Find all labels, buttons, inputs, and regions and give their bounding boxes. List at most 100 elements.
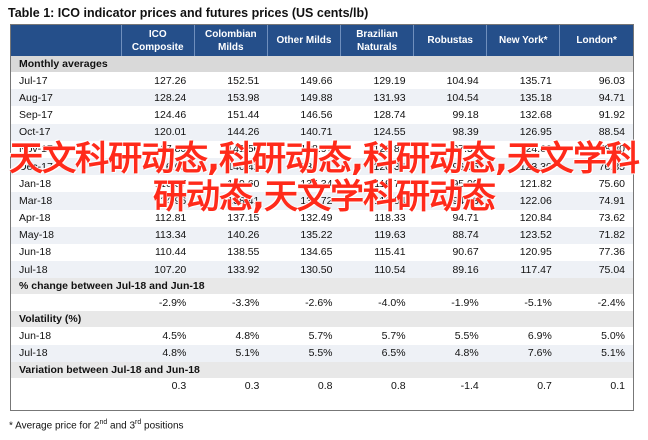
table-cell: 133.92: [194, 261, 268, 279]
column-header: London*: [559, 25, 633, 56]
table-row: Jun-18 110.44 138.55 134.65 115.41 90.67 120.9…: [11, 244, 633, 261]
column-header: Robustas: [413, 25, 487, 56]
table-cell: 5.1%: [194, 344, 268, 362]
column-header: Brazilian Naturals: [339, 25, 414, 56]
column-header: New York*: [486, 25, 560, 56]
table-cell: 104.54: [413, 89, 487, 107]
table-row: Jun-18 4.5% 4.8% 5.7% 5.7% 5.5% 6.9% 5.0%: [11, 327, 633, 344]
row-label: Dec-17: [11, 157, 122, 176]
table-cell: 0.3: [244, 380, 260, 393]
table-row: Apr-18 112.81 137.15 132.49 118.33 94.71 120.8…: [11, 210, 633, 227]
table-cell: 117.47: [486, 261, 560, 279]
table-cell: 121.87: [373, 143, 406, 156]
table-cell: 126.95: [486, 123, 560, 141]
table-cell: 135.71: [519, 74, 552, 87]
table-cell: 153.98: [194, 89, 268, 107]
row-label: [11, 378, 121, 395]
table-cell: 128.74: [373, 108, 406, 121]
row-label: Jan-18: [19, 177, 52, 190]
table-row: Mar-18 114.96 138.41 133.72 119.04 94.43 122.0…: [11, 192, 633, 210]
table-cell: 76.85: [559, 157, 633, 176]
table-cell: 116.60: [121, 157, 195, 176]
table-cell: 119.63: [340, 226, 414, 244]
table-cell: 118.33: [374, 212, 406, 225]
table-cell: 149.88: [267, 89, 341, 107]
table-cell: 138.55: [227, 246, 260, 259]
table-cell: 0.7: [537, 380, 552, 393]
table-cell: 6.9%: [527, 330, 552, 343]
table-cell: 119.04: [340, 192, 414, 210]
table-cell: 128.24: [121, 89, 195, 107]
section-row: Variation between Jul-18 and Jun-18: [11, 361, 633, 378]
table-cell: 138.41: [194, 192, 268, 210]
table-cell: 120.34: [340, 157, 414, 176]
table-cell: 73.62: [598, 212, 625, 225]
table-cell: 6.5%: [340, 344, 414, 362]
row-label: Apr-18: [19, 212, 51, 225]
row-label: Jun-18: [19, 330, 52, 343]
row-label: Jun-18: [19, 246, 52, 259]
table-cell: 75.04: [559, 261, 633, 279]
footnote-sup: nd: [99, 419, 108, 426]
table-cell: 140.71: [267, 123, 341, 141]
table-cell: 116.07: [154, 177, 187, 190]
table-cell: 99.18: [452, 108, 479, 121]
table-cell: 132.49: [300, 212, 333, 225]
section-label: % change between Jul-18 and Jun-18: [11, 278, 633, 295]
table-cell: -2.9%: [158, 296, 187, 309]
row-label: Sep-17: [19, 108, 53, 121]
table-cell: 124.55: [340, 123, 414, 141]
row-label: Oct-17: [11, 123, 122, 141]
table-cell: 130.50: [267, 261, 341, 279]
table-cell: 115.41: [374, 246, 406, 259]
section-label: Variation between Jul-18 and Jun-18: [11, 361, 633, 378]
table-cell: 0.3: [171, 380, 187, 393]
table-cell: 120.84: [519, 212, 552, 225]
table-cell: 136.71: [267, 157, 341, 176]
section-row: % change between Jul-18 and Jun-18: [11, 278, 633, 295]
table-cell: 5.1%: [559, 344, 633, 362]
table-cell: 151.44: [227, 108, 260, 121]
table-cell: 133.72: [267, 192, 341, 210]
table-cell: 129.19: [373, 74, 406, 87]
row-label: Jul-17: [19, 74, 48, 87]
row-label: Jul-18: [11, 344, 122, 362]
table-cell: 4.8%: [121, 344, 195, 362]
table-cell: 122.06: [486, 192, 560, 210]
table-cell: 137.15: [227, 212, 260, 225]
table-cell: 117.80: [154, 143, 187, 156]
table-cell: 94.71: [559, 89, 633, 107]
table-cell: 98.39: [413, 123, 487, 141]
table-cell: 110.54: [340, 261, 414, 279]
footnote-sup: rd: [135, 419, 142, 426]
table-cell: -3.3%: [231, 296, 260, 309]
table-row: Oct-17 120.01 144.26 140.71 124.55 98.39 126.9…: [11, 123, 633, 141]
table-cell: 0.8: [317, 380, 333, 393]
table-row: 0.3 0.3 0.8 0.8 -1.4 0.7 0.1: [11, 378, 633, 395]
table-cell: 135.18: [486, 89, 560, 107]
table-row: Jan-18 116.07 139.60 135.34 119.78 95.99 121.8…: [11, 175, 633, 192]
table-cell: 7.6%: [486, 344, 560, 362]
table-cell: 5.5%: [454, 330, 479, 343]
section-label: Volatility (%): [11, 311, 633, 328]
table-cell: 5.0%: [601, 330, 625, 343]
table-cell: 144.26: [194, 123, 268, 141]
footnote-text: positions: [141, 420, 184, 432]
table-row: Dec-17 116.60 140.42 136.71 120.34 96.75 123.3…: [11, 157, 633, 176]
table-cell: -2.6%: [305, 296, 333, 309]
table-cell: 134.65: [300, 246, 333, 259]
table-cell: 127.26: [154, 74, 187, 87]
table-cell: 110.44: [154, 246, 187, 259]
section-row: Monthly averages: [11, 56, 633, 72]
table-cell: 120.95: [519, 246, 552, 259]
table-title: Table 1: ICO indicator prices and future…: [8, 6, 369, 20]
table-row: Jul-17 127.26 152.51 149.66 129.19 104.94 135.…: [11, 72, 633, 89]
table-cell: 113.34: [121, 226, 195, 244]
table-cell: 131.93: [340, 89, 414, 107]
table-cell: 149.66: [300, 74, 333, 87]
table-cell: 107.20: [121, 261, 195, 279]
price-table-frame: ICO Composite Colombian Milds Other Mild…: [10, 24, 634, 411]
table-cell: -2.4%: [597, 296, 625, 309]
table-cell: 0.1: [610, 380, 625, 393]
table-cell: 77.36: [598, 246, 625, 259]
